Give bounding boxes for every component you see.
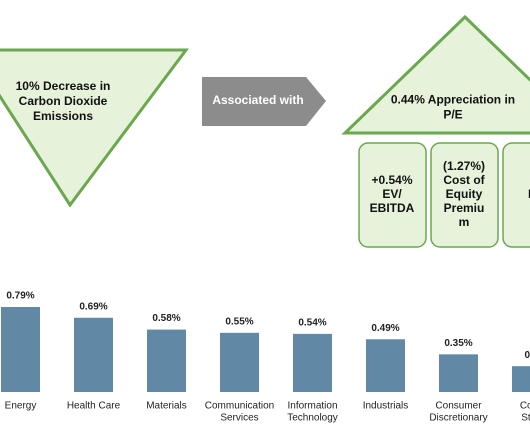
x-tick-label: Industrials: [363, 401, 409, 412]
box-text: EV/: [382, 187, 402, 201]
value-label: 0.69%: [79, 301, 107, 312]
value-label: 0.79%: [6, 291, 34, 302]
cause-text: Carbon Dioxide: [19, 94, 108, 108]
x-tick-label: Communication: [205, 401, 274, 412]
x-tick-label: Health Care: [67, 401, 121, 412]
metric-box: [358, 142, 427, 248]
value-label: 0.35%: [444, 338, 472, 349]
value-label: 0.49%: [371, 323, 399, 334]
metric-box: [430, 142, 499, 248]
box-text: Equity: [446, 187, 483, 201]
effect-text: 0.44% Appreciation in: [391, 93, 515, 107]
value-label: 0.58%: [152, 313, 180, 324]
x-tick-label: Information: [287, 401, 337, 412]
x-tick-label: Materials: [146, 401, 187, 412]
effect-triangle: [341, 14, 530, 135]
x-tick-label: Technology: [287, 413, 338, 424]
box-text: +0.54%: [371, 173, 412, 187]
box-text: (1.27%): [443, 159, 485, 173]
cause-text: 10% Decrease in: [16, 79, 111, 93]
bar: [1, 306, 40, 392]
effect-text: P/E: [443, 108, 462, 122]
bar: [512, 366, 530, 392]
x-tick-label: Discretionary: [429, 413, 487, 424]
box-text: m: [459, 215, 470, 229]
x-tick-label: Stap: [521, 413, 530, 424]
link-arrow: [202, 77, 326, 126]
x-tick-label: Cons: [520, 401, 530, 412]
cause-text: Emissions: [33, 109, 93, 123]
cause-triangle: [0, 48, 189, 208]
x-tick-label: Energy: [5, 401, 37, 412]
bar: [293, 333, 332, 392]
value-label: 0.54%: [298, 318, 326, 329]
metric-box: [502, 142, 530, 248]
link-label: Associated with: [212, 93, 303, 107]
box-text: Cost of: [443, 173, 485, 187]
bar: [74, 317, 113, 392]
bar: [366, 339, 405, 392]
box-text: Premiu: [444, 201, 485, 215]
value-label: 0.55%: [225, 316, 253, 327]
box-text: EBITDA: [370, 201, 415, 215]
x-tick-label: Consumer: [435, 401, 482, 412]
box-text: Bo: [528, 187, 530, 201]
bar: [220, 332, 259, 392]
value-label: 0.2: [525, 350, 530, 361]
x-tick-label: Services: [220, 413, 258, 424]
bar: [439, 354, 478, 392]
bar: [147, 329, 186, 392]
